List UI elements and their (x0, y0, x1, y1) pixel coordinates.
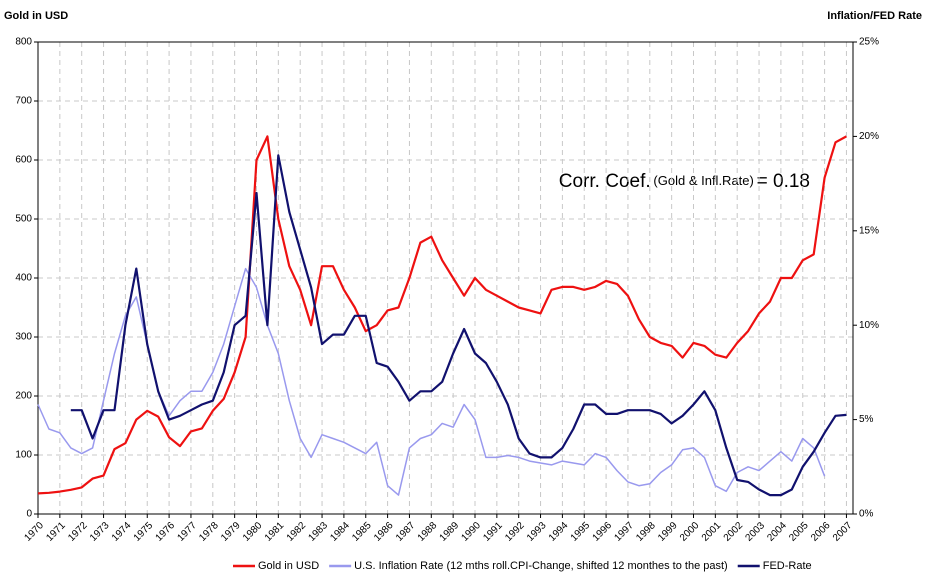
x-tick-label: 2007 (831, 520, 855, 544)
x-tick-label: 1986 (372, 520, 396, 544)
y2-tick-label: 5% (859, 414, 874, 425)
x-tick-label: 1988 (416, 520, 440, 544)
legend-label: Gold in USD (258, 560, 319, 572)
x-tick-label: 1976 (154, 520, 178, 544)
y2-tick-label: 0% (859, 509, 874, 520)
x-tick-label: 1977 (175, 520, 199, 544)
y-axis-label: Gold in USD (4, 10, 68, 22)
annotation: Corr. Coef. (Gold & Infl.Rate) = 0.18 (559, 171, 810, 192)
x-tick-label: 2006 (809, 520, 833, 544)
x-tick-label: 1981 (263, 520, 287, 544)
x-tick-label: 1970 (22, 520, 46, 544)
y-tick-label: 0 (26, 509, 32, 520)
x-tick-label: 1985 (350, 520, 374, 544)
y-tick-label: 500 (15, 214, 32, 225)
x-tick-label: 1991 (481, 520, 505, 544)
x-tick-label: 1987 (394, 520, 418, 544)
y-tick-label: 800 (15, 37, 32, 48)
x-tick-label: 2004 (765, 520, 789, 544)
x-tick-label: 1983 (307, 520, 331, 544)
x-tick-label: 1973 (88, 520, 112, 544)
series-line (37, 267, 826, 496)
x-tick-label: 1972 (66, 520, 90, 544)
annotation-detail: (Gold & Infl.Rate) (653, 173, 753, 188)
annotation-main: Corr. Coef. (559, 171, 651, 192)
x-tick-label: 1997 (612, 520, 636, 544)
x-tick-label: 1998 (634, 520, 658, 544)
x-tick-label: 1993 (525, 520, 549, 544)
annotation-result: = 0.18 (757, 171, 810, 192)
x-tick-label: 2002 (722, 520, 746, 544)
y2-tick-label: 15% (859, 225, 879, 236)
y2-tick-label: 10% (859, 320, 879, 331)
y2-axis-label: Inflation/FED Rate (827, 10, 922, 22)
y-tick-label: 700 (15, 96, 32, 107)
y-tick-label: 300 (15, 332, 32, 343)
x-tick-label: 1971 (44, 520, 68, 544)
x-tick-label: 1989 (438, 520, 462, 544)
x-tick-label: 1980 (241, 520, 265, 544)
x-tick-label: 1979 (219, 520, 243, 544)
x-tick-label: 2005 (787, 520, 811, 544)
legend-label: U.S. Inflation Rate (12 mths roll.CPI-Ch… (354, 560, 728, 572)
x-tick-label: 1984 (328, 520, 352, 544)
y-tick-label: 200 (15, 391, 32, 402)
x-tick-label: 1982 (285, 520, 309, 544)
x-tick-label: 1999 (656, 520, 680, 544)
x-tick-label: 1995 (569, 520, 593, 544)
x-tick-label: 1990 (459, 520, 483, 544)
y2-tick-label: 20% (859, 131, 879, 142)
x-tick-label: 1996 (591, 520, 615, 544)
series-line (70, 154, 847, 497)
plot-frame (37, 41, 854, 515)
x-tick-label: 1978 (197, 520, 221, 544)
series-line (37, 135, 847, 495)
y-tick-label: 100 (15, 450, 32, 461)
x-tick-label: 1992 (503, 520, 527, 544)
legend-label: FED-Rate (763, 560, 812, 572)
x-tick-label: 2003 (744, 520, 768, 544)
x-tick-label: 1994 (547, 520, 571, 544)
y2-tick-label: 25% (859, 37, 879, 48)
x-tick-label: 1975 (132, 520, 156, 544)
y-tick-label: 400 (15, 273, 32, 284)
y-tick-label: 600 (15, 155, 32, 166)
x-tick-label: 2000 (678, 520, 702, 544)
x-tick-label: 1974 (110, 520, 134, 544)
x-tick-label: 2001 (700, 520, 724, 544)
